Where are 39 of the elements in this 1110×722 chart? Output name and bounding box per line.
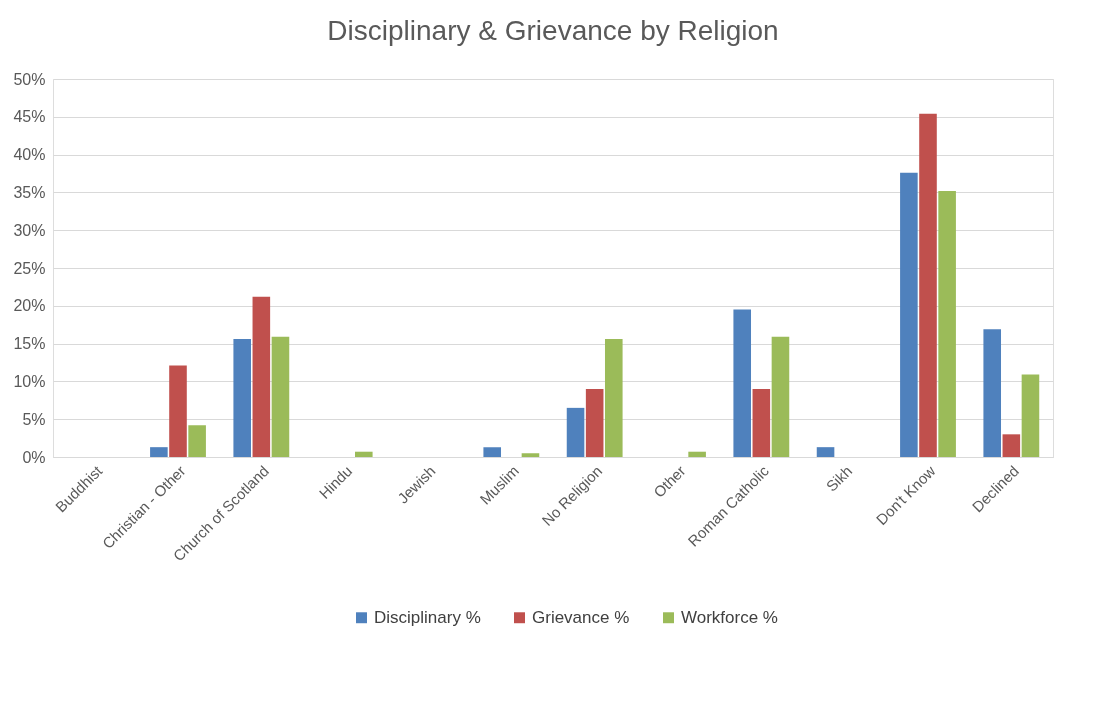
bar	[233, 339, 252, 457]
y-tick-label: 50%	[13, 70, 46, 88]
y-tick-label: 35%	[13, 183, 46, 201]
legend-label: Disciplinary %	[374, 607, 481, 627]
bar	[150, 447, 168, 457]
bar	[252, 296, 271, 457]
legend-label: Workforce %	[681, 607, 778, 627]
bar	[521, 453, 540, 457]
x-tick-label: Sikh	[822, 462, 856, 495]
y-tick-label: 40%	[13, 146, 46, 164]
bar	[271, 336, 290, 457]
bar	[1002, 434, 1021, 457]
chart-title: Disciplinary & Grievance by Religion	[327, 15, 779, 46]
bar	[188, 425, 206, 457]
bar	[566, 407, 585, 457]
y-tick-label: 15%	[13, 335, 46, 353]
y-tick-label: 45%	[13, 108, 46, 126]
bar	[816, 447, 835, 457]
y-tick-label: 5%	[22, 410, 46, 428]
bar	[585, 388, 604, 457]
bar	[354, 451, 373, 457]
bar	[733, 309, 752, 457]
bar	[771, 336, 790, 457]
y-tick-label: 20%	[13, 297, 46, 315]
bar	[604, 339, 623, 457]
y-tick-label: 25%	[13, 259, 46, 277]
legend-label: Grievance %	[532, 607, 630, 627]
bar	[1021, 374, 1040, 457]
bar	[688, 451, 706, 457]
bar	[483, 447, 502, 457]
bar	[983, 329, 1002, 457]
bar	[752, 388, 771, 457]
y-tick-label: 10%	[13, 372, 46, 390]
y-tick-label: 30%	[13, 221, 46, 239]
bar	[900, 172, 918, 457]
bar	[919, 113, 937, 457]
bar	[169, 365, 187, 457]
y-tick-label: 0%	[22, 448, 46, 466]
bar	[938, 190, 956, 457]
